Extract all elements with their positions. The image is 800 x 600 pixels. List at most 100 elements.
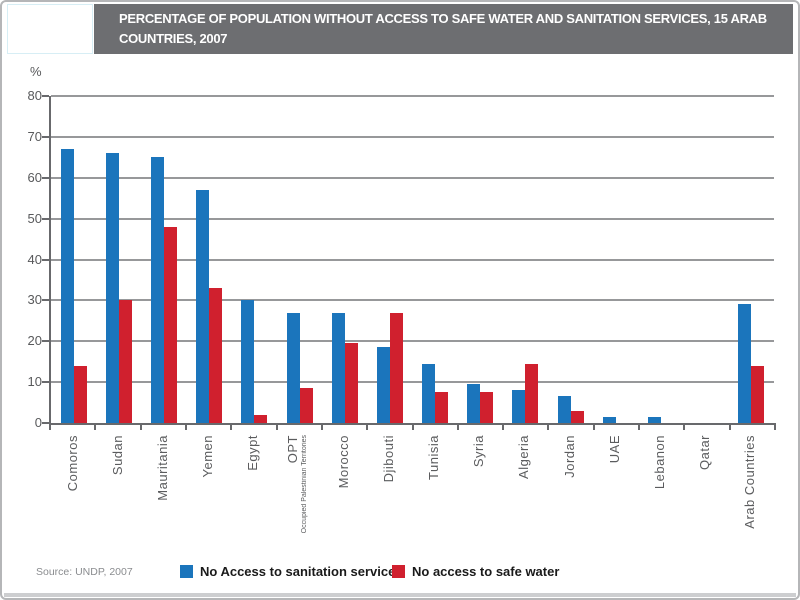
legend-item-sanitation: No Access to sanitation services (180, 564, 403, 579)
bar-sudan-safe-water (118, 300, 132, 423)
y-tick-0 (42, 422, 49, 424)
gridline-80 (51, 95, 774, 97)
bar-morocco-sanitation (331, 312, 345, 423)
y-tick-20 (42, 340, 49, 343)
gridline-10 (51, 381, 774, 384)
x-label-jordan: Jordan (561, 435, 577, 478)
x-label-syria: Syria (471, 435, 487, 468)
y-tick-70 (42, 135, 49, 138)
y-tick-80 (42, 95, 49, 97)
x-tick-1 (94, 425, 97, 430)
y-tick-10 (42, 381, 49, 384)
x-tick-6 (320, 425, 323, 430)
bar-yemen-safe-water (209, 288, 223, 423)
x-tick-13 (638, 425, 641, 430)
bar-morocco-safe-water (344, 343, 358, 423)
bar-algeria-sanitation (512, 390, 526, 423)
x-sublabel-opt: Occupied Palestinian Territories (300, 435, 308, 534)
bar-mauritania-safe-water (163, 226, 177, 423)
y-tick-label-0: 0 (34, 415, 42, 430)
x-label-egypt: Egypt (245, 435, 261, 471)
bar-arab-countries-sanitation (738, 304, 752, 423)
x-tick-16 (774, 425, 776, 430)
bar-tunisia-safe-water (435, 392, 449, 423)
bar-jordan-safe-water (570, 410, 584, 423)
x-label-comoros: Comoros (64, 435, 80, 492)
x-tick-3 (184, 425, 187, 430)
x-tick-8 (411, 425, 414, 430)
bar-mauritania-sanitation (150, 157, 164, 423)
x-tick-15 (728, 425, 731, 430)
chart-title-line1: PERCENTAGE OF POPULATION WITHOUT ACCESS … (119, 11, 767, 26)
bar-egypt-safe-water (254, 414, 268, 423)
bar-arab-countries-safe-water (751, 365, 765, 423)
x-tick-7 (366, 425, 369, 430)
x-label-algeria: Algeria (516, 435, 532, 479)
bar-djibouti-sanitation (376, 347, 390, 423)
bar-syria-sanitation (467, 384, 481, 423)
bar-sudan-sanitation (105, 153, 119, 423)
gridline-30 (51, 299, 774, 302)
chart-title-bar: PERCENTAGE OF POPULATION WITHOUT ACCESS … (94, 4, 793, 54)
y-tick-label-40: 40 (27, 251, 42, 267)
x-tick-10 (502, 425, 505, 430)
legend-label-sanitation: No Access to sanitation services (200, 564, 403, 579)
y-tick-label-10: 10 (27, 374, 42, 390)
bar-opt-sanitation (286, 312, 300, 423)
y-tick-label-60: 60 (27, 169, 42, 185)
x-label-yemen: Yemen (200, 435, 216, 478)
y-tick-label-30: 30 (27, 292, 42, 308)
x-label-arab-countries: Arab Countries (742, 435, 758, 529)
x-tick-5 (275, 425, 278, 430)
x-label-uae: UAE (606, 435, 622, 464)
gridline-60 (51, 176, 774, 179)
legend-item-safe-water: No access to safe water (392, 564, 559, 579)
legend-swatch-sanitation (180, 565, 193, 578)
gridline-20 (51, 340, 774, 343)
bar-comoros-safe-water (73, 365, 87, 423)
y-tick-label-80: 80 (27, 88, 42, 103)
x-label-qatar: Qatar (697, 435, 713, 471)
bar-egypt-sanitation (241, 300, 255, 423)
x-tick-4 (230, 425, 233, 430)
x-label-djibouti: Djibouti (380, 435, 396, 483)
x-tick-2 (139, 425, 142, 430)
bar-comoros-sanitation (60, 149, 74, 423)
y-axis-line (49, 96, 51, 425)
y-tick-30 (42, 299, 49, 302)
x-tick-0 (49, 425, 51, 430)
source-note: Source: UNDP, 2007 (36, 566, 133, 578)
x-tick-12 (592, 425, 595, 430)
x-label-morocco: Morocco (335, 435, 351, 489)
y-tick-40 (42, 258, 49, 261)
y-tick-label-20: 20 (27, 333, 42, 349)
x-label-sudan: Sudan (109, 435, 125, 476)
y-axis-unit-label: % (30, 64, 42, 79)
x-label-mauritania: Mauritania (154, 435, 170, 501)
bar-uae-sanitation (602, 416, 616, 423)
bottom-border-strip (4, 593, 796, 597)
bar-tunisia-sanitation (422, 363, 436, 423)
legend-label-safe-water: No access to safe water (412, 564, 560, 579)
corner-box (7, 4, 93, 54)
gridline-70 (51, 135, 774, 138)
bar-algeria-safe-water (525, 363, 539, 423)
legend-swatch-safe-water (392, 565, 405, 578)
gridline-40 (51, 258, 774, 261)
x-label-opt: OPT (284, 435, 300, 464)
bar-jordan-sanitation (557, 396, 571, 423)
bar-yemen-sanitation (196, 190, 210, 423)
y-tick-label-50: 50 (27, 210, 42, 226)
x-label-lebanon: Lebanon (652, 435, 668, 490)
x-axis-line (49, 423, 776, 425)
bar-syria-safe-water (480, 392, 494, 423)
y-tick-50 (42, 217, 49, 220)
y-tick-label-70: 70 (27, 128, 42, 144)
bar-lebanon-sanitation (648, 416, 662, 423)
chart-title-line2: COUNTRIES, 2007 (119, 31, 228, 46)
x-tick-11 (547, 425, 550, 430)
x-tick-9 (456, 425, 459, 430)
y-tick-60 (42, 176, 49, 179)
x-label-tunisia: Tunisia (426, 435, 442, 480)
